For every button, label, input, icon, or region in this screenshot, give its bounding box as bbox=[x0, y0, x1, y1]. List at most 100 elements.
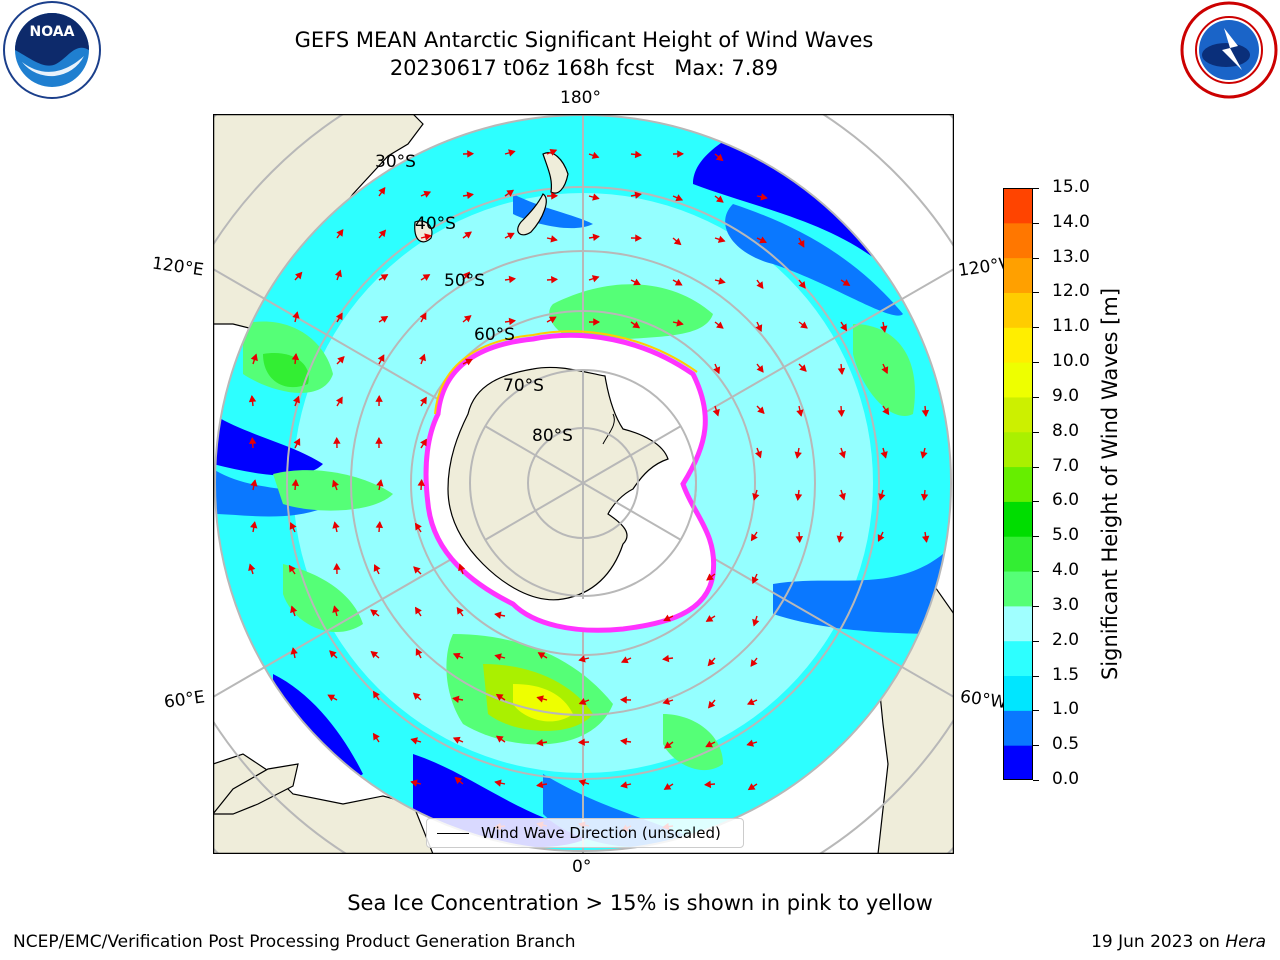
wave-arrow-head bbox=[290, 605, 298, 614]
chart-title: GEFS MEAN Antarctic Significant Height o… bbox=[180, 26, 988, 82]
wave-arrow-head bbox=[332, 521, 340, 529]
wave-arrow-head bbox=[707, 700, 716, 709]
colorbar-tick-label: 5.0 bbox=[1052, 525, 1080, 546]
wave-arrow-head bbox=[676, 319, 684, 327]
wave-arrow-head bbox=[755, 450, 762, 459]
wave-arrow-head bbox=[707, 658, 715, 667]
noaa-logo: NOAA bbox=[3, 1, 101, 99]
footer-producer: NCEP/EMC/Verification Post Processing Pr… bbox=[13, 932, 576, 952]
colorbar-tick-label: 0.0 bbox=[1052, 769, 1080, 789]
wave-arrow-head bbox=[746, 739, 754, 747]
wave-arrow-head bbox=[420, 396, 427, 405]
lat-label-50s: 50°S bbox=[444, 271, 485, 291]
wave-arrow-head bbox=[592, 193, 600, 201]
noaa-logo-text: NOAA bbox=[30, 24, 75, 40]
lat-label-60s: 60°S bbox=[474, 325, 515, 345]
wave-arrow-head bbox=[757, 406, 765, 414]
wave-arrow-head bbox=[799, 364, 807, 372]
colorbar-tick-label: 11.0 bbox=[1052, 316, 1090, 337]
wave-arrow-head bbox=[578, 779, 587, 787]
wave-arrow-head bbox=[413, 566, 421, 574]
wave-arrow-head bbox=[372, 732, 380, 741]
wave-arrow-head bbox=[494, 779, 502, 787]
colorbar-bin bbox=[1003, 571, 1033, 607]
wave-arrow-head bbox=[663, 614, 671, 622]
colorbar-bin bbox=[1003, 188, 1033, 224]
wave-arrow-head bbox=[466, 191, 474, 200]
footer-host: Hera bbox=[1225, 932, 1266, 952]
wave-arrow-head bbox=[705, 740, 713, 748]
colorbar-tick-mark bbox=[1033, 188, 1039, 189]
wave-arrow-head bbox=[633, 278, 641, 286]
wave-arrow-head bbox=[422, 274, 431, 281]
colorbar-tick-label: 8.0 bbox=[1052, 420, 1080, 441]
wave-arrow-head bbox=[548, 316, 557, 324]
wave-arrow-head bbox=[880, 325, 888, 333]
wave-arrow-head bbox=[375, 520, 384, 529]
wave-arrow-head bbox=[837, 409, 846, 418]
wave-arrow-head bbox=[880, 451, 888, 459]
wave-arrow-head bbox=[378, 229, 387, 238]
wave-arrow-head bbox=[712, 408, 720, 417]
wave-arrow-head bbox=[508, 149, 516, 157]
wave-arrow-head bbox=[452, 695, 460, 703]
wave-arrow-head bbox=[746, 698, 755, 706]
colorbar-tick-mark bbox=[1033, 675, 1039, 677]
colorbar-tick-mark bbox=[1033, 222, 1039, 224]
wave-arrow-head bbox=[713, 366, 721, 375]
colorbar-tick-label: 12.0 bbox=[1052, 281, 1090, 302]
colorbar-bin bbox=[1003, 710, 1033, 746]
colorbar-tick-label: 1.0 bbox=[1052, 699, 1080, 720]
colorbar-bin bbox=[1003, 431, 1033, 468]
wave-arrow-head bbox=[375, 394, 383, 402]
wave-arrow-head bbox=[335, 312, 343, 321]
wave-arrow-head bbox=[550, 275, 559, 284]
wave-arrow-head bbox=[410, 779, 418, 787]
wave-arrow-head bbox=[837, 367, 846, 375]
wave-arrow-head bbox=[634, 191, 642, 199]
wave-arrow-head bbox=[747, 783, 756, 791]
colorbar bbox=[1003, 188, 1033, 780]
wave-arrow-head bbox=[508, 317, 516, 326]
colorbar-label: Significant Height of Wind Waves [m] bbox=[1098, 287, 1122, 681]
lat-label-80s: 80°S bbox=[532, 426, 573, 446]
legend-line-swatch bbox=[437, 832, 469, 834]
wave-arrow-head bbox=[674, 278, 683, 286]
wave-arrow-head bbox=[706, 573, 714, 581]
wave-arrow-head bbox=[877, 534, 885, 542]
wave-arrow-head bbox=[705, 615, 714, 622]
wave-arrow-head bbox=[836, 535, 844, 543]
wave-arrow-head bbox=[760, 193, 768, 201]
colorbar-tick-mark bbox=[1033, 431, 1039, 433]
wave-arrow-head bbox=[838, 492, 846, 501]
wave-arrow-head bbox=[293, 438, 301, 446]
wave-arrow-head bbox=[715, 153, 724, 162]
colorbar-tick-label: 7.0 bbox=[1052, 455, 1080, 476]
wave-arrow-head bbox=[465, 358, 473, 366]
colorbar-bin bbox=[1003, 362, 1033, 398]
wave-arrow-head bbox=[331, 479, 339, 488]
wave-arrow-head bbox=[796, 409, 804, 417]
lon-label-60w: 60°W bbox=[958, 686, 1009, 714]
wave-arrow-head bbox=[578, 655, 586, 663]
colorbar-bin bbox=[1003, 536, 1033, 572]
lat-label-30s: 30°S bbox=[375, 152, 416, 172]
wave-arrow-head bbox=[463, 315, 472, 323]
wave-arrow-head bbox=[716, 321, 724, 329]
wave-arrow-head bbox=[794, 493, 803, 501]
wave-arrow-head bbox=[662, 654, 670, 663]
nws-logo bbox=[1180, 1, 1278, 99]
colorbar-tick-mark bbox=[1033, 605, 1039, 607]
wave-arrow-head bbox=[619, 696, 627, 704]
colorbar-bin bbox=[1003, 640, 1033, 677]
wave-arrow-head bbox=[248, 436, 257, 445]
wave-arrow-head bbox=[370, 650, 379, 659]
sea-ice-caption: Sea Ice Concentration > 15% is shown in … bbox=[347, 891, 933, 915]
map-legend: Wind Wave Direction (unscaled) bbox=[426, 818, 744, 848]
wave-arrow-head bbox=[634, 150, 642, 159]
wave-arrow-head bbox=[878, 493, 886, 501]
wave-arrow-head bbox=[842, 279, 851, 286]
wave-arrow-head bbox=[248, 395, 257, 403]
lon-label-180: 180° bbox=[560, 88, 601, 108]
wave-arrow-head bbox=[337, 356, 345, 364]
